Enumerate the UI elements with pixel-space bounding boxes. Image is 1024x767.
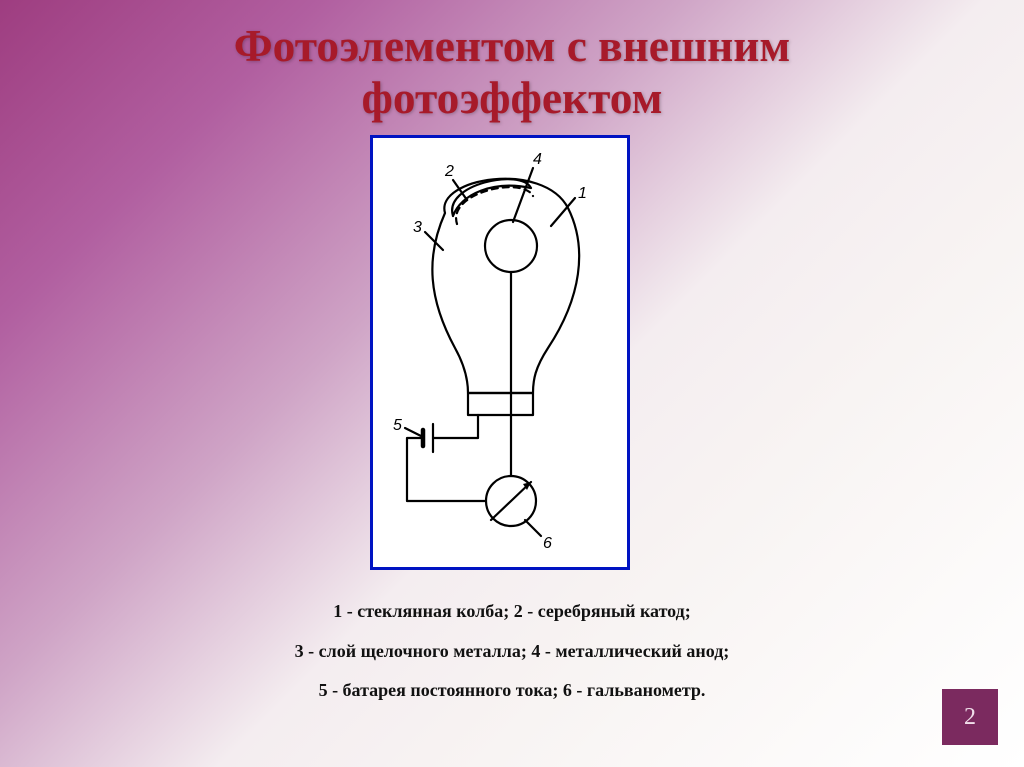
leader-6	[525, 520, 541, 536]
bulb-base	[468, 393, 533, 415]
diagram-frame: 1 2 3 4 5 6	[370, 135, 630, 570]
legend-block: 1 - стеклянная колба; 2 - серебряный кат…	[0, 592, 1024, 711]
page-number: 2	[964, 704, 976, 731]
label-num-4: 4	[533, 151, 542, 168]
leader-4	[513, 168, 533, 222]
page-number-badge: 2	[942, 689, 998, 745]
photoelement-schematic: 1 2 3 4 5 6	[373, 138, 627, 567]
label-num-2: 2	[444, 163, 454, 180]
galvanometer-needle	[491, 482, 531, 520]
legend-line-2: 3 - слой щелочного металла; 4 - металлич…	[0, 632, 1024, 672]
legend-line-1: 1 - стеклянная колба; 2 - серебряный кат…	[0, 592, 1024, 632]
slide-root: Фотоэлементом с внешним фотоэффектом	[0, 0, 1024, 767]
title-line-2: фотоэффектом	[362, 73, 663, 123]
label-num-3: 3	[413, 219, 422, 236]
anode-ring	[485, 220, 537, 272]
title-line-1: Фотоэлементом с внешним	[234, 21, 791, 71]
alkali-metal-layer	[456, 187, 533, 224]
cathode-lead	[433, 415, 478, 438]
legend-line-3: 5 - батарея постоянного тока; 6 - гальва…	[0, 671, 1024, 711]
label-num-1: 1	[578, 185, 587, 202]
label-num-5: 5	[393, 417, 402, 434]
label-num-6: 6	[543, 535, 552, 552]
slide-title: Фотоэлементом с внешним фотоэффектом	[0, 20, 1024, 124]
battery-to-galvanometer-wire	[407, 438, 486, 501]
silver-cathode	[452, 179, 531, 216]
leader-5	[405, 428, 421, 436]
